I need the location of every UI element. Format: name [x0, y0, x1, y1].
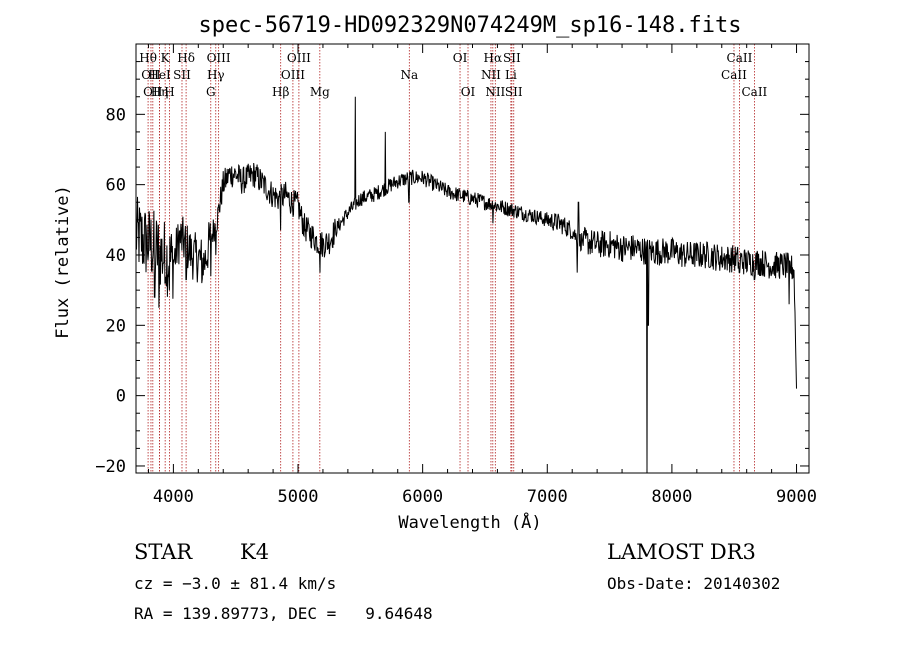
line-marker-label: Hθ: [139, 51, 157, 65]
line-marker-label: H: [164, 85, 174, 99]
x-tick-label: 8000: [651, 487, 692, 507]
line-markers: [147, 44, 755, 473]
line-marker-label: OI: [461, 85, 476, 99]
line-marker-label: Hγ: [207, 68, 225, 82]
line-marker-label: OIII: [207, 51, 231, 65]
x-tick-label: 4000: [153, 487, 194, 507]
line-marker-label: OIII: [287, 51, 311, 65]
line-marker-label: SII: [173, 68, 191, 82]
ra-dec: RA = 139.89773, DEC = 9.64648: [134, 604, 433, 623]
y-tick-label: −20: [95, 457, 126, 477]
line-marker-label: SII: [505, 85, 523, 99]
line-marker-label: Hα: [484, 51, 503, 65]
y-tick-label: 0: [116, 387, 126, 407]
line-marker-label: Na: [400, 68, 418, 82]
line-marker-label: CaII: [721, 68, 747, 82]
y-tick-label: 20: [106, 316, 126, 336]
spectrum-line: [135, 96, 797, 474]
line-marker-label: NII: [481, 68, 501, 82]
y-tick-label: 80: [106, 105, 126, 125]
line-marker-label: CaII: [741, 85, 767, 99]
line-marker-label: Li: [505, 68, 517, 82]
y-axis-label: Flux (relative): [53, 185, 73, 339]
line-marker-label: OII: [143, 85, 163, 99]
line-marker-label: CaII: [727, 51, 753, 65]
line-marker-label: HeI: [148, 68, 171, 82]
x-tick-label: 6000: [402, 487, 443, 507]
line-marker-label: Hη: [151, 85, 169, 99]
x-tick-label: 9000: [776, 487, 817, 507]
y-tick-label: 60: [106, 176, 126, 196]
line-marker-label: Hδ: [177, 51, 195, 65]
redshift-cz: cz = −3.0 ± 81.4 km/s: [134, 574, 337, 593]
object-subclass: K4: [240, 540, 270, 564]
line-marker-label: OI: [453, 51, 468, 65]
line-marker-label: K: [161, 51, 171, 65]
x-tick-label: 5000: [278, 487, 319, 507]
line-marker-label: SII: [503, 51, 521, 65]
x-axis-ticks: 4000 5000 6000 7000 8000 9000: [147, 44, 817, 507]
survey-name: LAMOST DR3: [607, 540, 756, 564]
observation-date: Obs-Date: 20140302: [607, 574, 781, 593]
object-class: STAR: [134, 540, 193, 564]
line-marker-label: Mg: [310, 85, 330, 99]
line-marker-label: Hβ: [272, 85, 289, 99]
chart-title: spec-56719-HD092329N074249M_sp16-148.fit…: [198, 13, 741, 38]
line-marker-labels: HθOIIOIIHηKHeIHSIIHδGHγOIIIHβOIIIOIIIMgN…: [139, 51, 767, 99]
y-tick-label: 40: [106, 246, 126, 266]
line-marker-label: G: [206, 85, 216, 99]
line-marker-label: NII: [485, 85, 505, 99]
line-marker-label: OIII: [281, 68, 305, 82]
x-tick-label: 7000: [527, 487, 568, 507]
x-axis-label: Wavelength (Å): [398, 511, 541, 533]
line-marker-label: OII: [141, 68, 161, 82]
y-axis-ticks: −20 0 20 40 60 80: [95, 43, 809, 477]
